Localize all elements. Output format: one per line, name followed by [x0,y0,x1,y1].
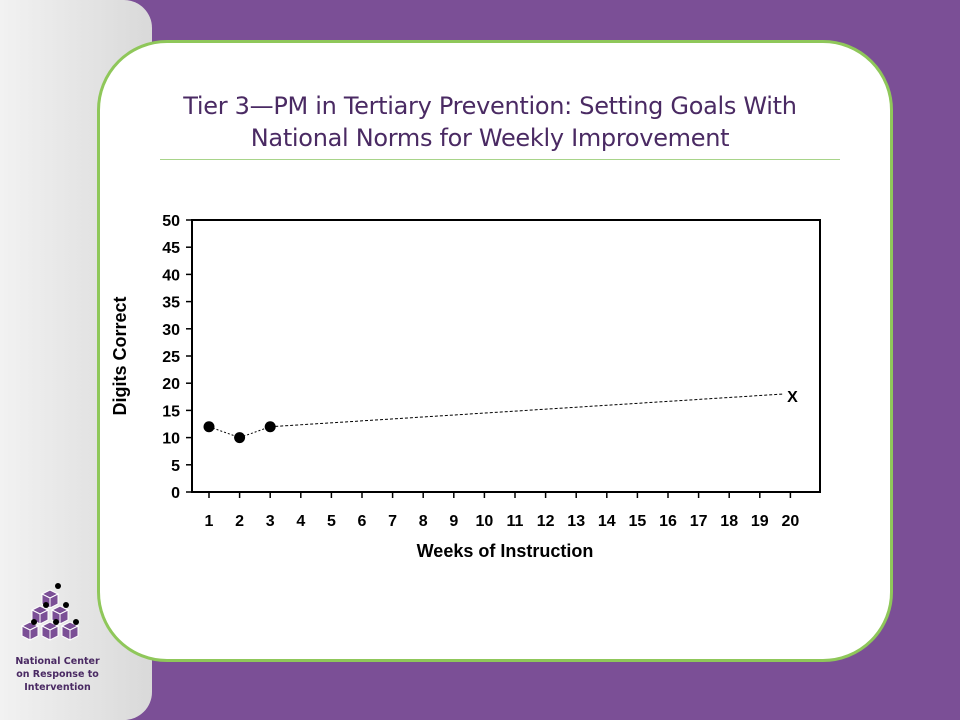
org-name-line2: on Response to [16,669,99,680]
y-tick-label: 0 [171,485,180,502]
data-point [264,421,276,433]
y-tick-label: 45 [162,240,180,257]
x-tick-label: 17 [690,513,708,530]
y-tick-label: 25 [162,349,180,366]
org-name-line1: National Center [15,656,100,667]
x-tick-label: 3 [266,513,275,530]
x-tick-label: 19 [751,513,769,530]
x-axis-title: Weeks of Instruction [417,541,594,561]
slide-title-line2: National Norms for Weekly Improvement [250,124,730,152]
x-tick-label: 8 [419,513,428,530]
x-tick-label: 9 [449,513,458,530]
x-tick-label: 15 [629,513,647,530]
x-tick-label: 12 [537,513,555,530]
data-point [203,421,215,433]
stacked-cubes-logo-icon [20,583,80,641]
x-tick-label: 6 [358,513,367,530]
goal-marker: X [787,389,798,406]
y-tick-label: 35 [162,295,180,312]
y-tick-label: 20 [162,376,180,393]
x-tick-label: 16 [659,513,677,530]
x-tick-label: 14 [598,513,616,530]
x-tick-label: 10 [476,513,494,530]
title-divider [160,159,840,160]
x-tick-label: 18 [720,513,738,530]
y-tick-label: 50 [162,213,180,230]
x-tick-label: 13 [567,513,585,530]
ncrti-logo [0,580,115,650]
org-name-line3: Intervention [24,682,91,693]
y-tick-label: 15 [162,403,180,420]
y-tick-label: 5 [171,458,180,475]
x-tick-label: 20 [782,513,800,530]
y-tick-label: 10 [162,431,180,448]
slide-title: Tier 3—PM in Tertiary Prevention: Settin… [140,90,840,154]
goal-line [270,393,783,428]
x-tick-label: 5 [327,513,336,530]
x-tick-label: 2 [235,513,244,530]
y-tick-label: 30 [162,322,180,339]
plot-area [191,219,821,493]
x-tick-label: 11 [507,513,524,530]
x-axis-ticks: 1 2 3 4 5 6 7 8 9 10 11 12 13 14 15 16 17 18 19 20 [205,492,800,530]
x-tick-label: 4 [296,513,305,530]
data-layer [203,421,276,444]
x-tick-label: 1 [205,513,214,530]
data-point [234,432,246,444]
slide-title-line1: Tier 3—PM in Tertiary Prevention: Settin… [183,92,797,120]
x-tick-label: 7 [388,513,397,530]
goal-layer: X [270,389,798,428]
y-axis-title: Digits Correct [110,296,130,415]
org-name: National Center on Response to Intervent… [0,655,115,694]
y-tick-label: 40 [162,267,180,284]
y-axis-ticks: 0 5 10 15 20 25 30 35 40 45 50 [162,213,192,502]
